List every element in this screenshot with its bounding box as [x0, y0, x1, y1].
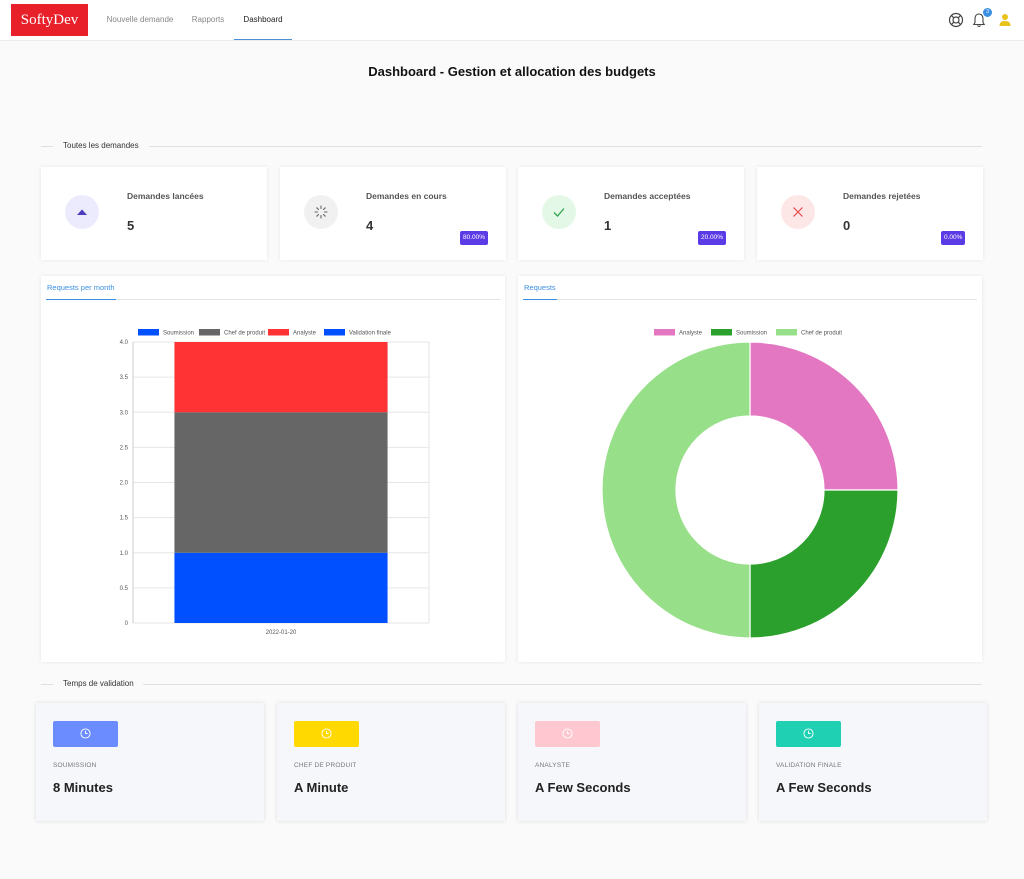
legend-swatch — [324, 329, 345, 336]
stat-icon-bg — [542, 195, 576, 229]
stat-card-rejected: Demandes rejetées 0 0.00% — [757, 167, 983, 260]
legend-swatch — [199, 329, 220, 336]
divider — [149, 146, 982, 147]
y-tick-label: 3.5 — [120, 375, 129, 381]
logo[interactable]: SoftyDev — [11, 4, 88, 36]
time-card-soumission: SOUMISSION 8 Minutes — [36, 703, 264, 821]
check-icon — [553, 208, 565, 217]
divider — [143, 684, 982, 685]
time-value: 8 Minutes — [53, 780, 113, 795]
legend-label: Analyste — [679, 331, 703, 337]
panel-tabbar: Requests — [523, 276, 977, 300]
panel-requests: Requests Analyste Soumission Chef de produ… — [518, 276, 982, 662]
legend-swatch — [654, 329, 675, 336]
legend-label: Chef de produit — [224, 331, 265, 337]
legend-label: Soumission — [736, 331, 767, 337]
stat-title: Demandes rejetées — [843, 191, 921, 201]
x-tick-label: 2022-01-20 — [266, 630, 297, 636]
section-label: Temps de validation — [63, 679, 134, 688]
y-tick-label: 2.0 — [120, 481, 129, 487]
stat-title: Demandes en cours — [366, 191, 447, 201]
tab-requests-per-month[interactable]: Requests per month — [46, 276, 116, 300]
legend-label: Soumission — [163, 331, 194, 337]
stat-value: 1 — [604, 218, 612, 233]
time-card-validation-finale: VALIDATION FINALE A Few Seconds — [759, 703, 987, 821]
time-icon-bg — [294, 721, 359, 747]
stat-title: Demandes acceptées — [604, 191, 691, 201]
stat-value: 0 — [843, 218, 851, 233]
time-label: VALIDATION FINALE — [776, 762, 842, 769]
donut-slice[interactable] — [601, 341, 751, 639]
user-icon[interactable] — [997, 12, 1013, 28]
stat-card-accepted: Demandes acceptées 1 20.00% — [518, 167, 744, 260]
tab-requests[interactable]: Requests — [523, 276, 557, 300]
legend-label: Analyste — [293, 331, 317, 337]
legend-label: Validation finale — [349, 331, 392, 337]
nav-link-rapports[interactable]: Rapports — [191, 15, 225, 24]
stat-badge: 20.00% — [698, 231, 727, 245]
bar-segment[interactable] — [174, 342, 388, 413]
y-tick-label: 1.0 — [120, 551, 129, 557]
triangle-up-icon — [77, 209, 87, 215]
clock-icon — [803, 728, 814, 739]
stat-icon-bg — [781, 195, 815, 229]
time-icon-bg — [53, 721, 118, 747]
time-label: ANALYSTE — [535, 762, 571, 769]
y-tick-label: 1.5 — [120, 516, 129, 522]
y-tick-label: 2.5 — [120, 445, 129, 451]
legend-label: Chef de produit — [801, 331, 842, 337]
stat-card-launched: Demandes lancées 5 — [41, 167, 267, 260]
bell-icon[interactable] — [971, 12, 987, 28]
panel-requests-per-month: Requests per month Soumission Chef de pro… — [41, 276, 505, 662]
stat-value: 5 — [127, 218, 135, 233]
donut-slice[interactable] — [749, 489, 899, 639]
nav-link-dashboard[interactable]: Dashboard — [234, 0, 292, 40]
donut-slice[interactable] — [749, 341, 899, 491]
stat-icon-bg — [304, 195, 338, 229]
time-value: A Few Seconds — [535, 780, 631, 795]
navbar: SoftyDev Nouvelle demande Rapports Dashb… — [0, 0, 1024, 41]
time-value: A Few Seconds — [776, 780, 872, 795]
divider — [41, 684, 53, 685]
stat-value: 4 — [366, 218, 374, 233]
y-tick-label: 0 — [125, 621, 129, 627]
clock-icon — [321, 728, 332, 739]
stat-badge: 0.00% — [941, 231, 966, 245]
section-header-validation: Temps de validation — [41, 678, 982, 690]
notification-badge: 3 — [983, 8, 992, 17]
legend-swatch — [776, 329, 797, 336]
stat-card-in-progress: Demandes en cours 4 80.00% — [280, 167, 506, 260]
time-label: CHEF DE PRODUIT — [294, 762, 357, 769]
time-card-chef-de-produit: CHEF DE PRODUIT A Minute — [277, 703, 505, 821]
lifebuoy-icon[interactable] — [948, 12, 964, 28]
legend-swatch — [268, 329, 289, 336]
page-title: Dashboard - Gestion et allocation des bu… — [368, 64, 656, 79]
y-tick-label: 0.5 — [120, 586, 129, 592]
section-header-requests: Toutes les demandes — [41, 140, 982, 152]
nav-link-nouvelle-demande[interactable]: Nouvelle demande — [106, 15, 174, 24]
section-label: Toutes les demandes — [63, 141, 139, 150]
stat-icon-bg — [65, 195, 99, 229]
panel-tabbar: Requests per month — [46, 276, 500, 300]
time-icon-bg — [776, 721, 841, 747]
clock-icon — [80, 728, 91, 739]
stat-badge: 80.00% — [460, 231, 489, 245]
y-tick-label: 4.0 — [120, 340, 129, 346]
clock-icon — [562, 728, 573, 739]
time-label: SOUMISSION — [53, 762, 97, 769]
bar-segment[interactable] — [174, 552, 388, 623]
time-icon-bg — [535, 721, 600, 747]
time-card-analyste: ANALYSTE A Few Seconds — [518, 703, 746, 821]
divider — [41, 146, 53, 147]
time-value: A Minute — [294, 780, 349, 795]
stat-title: Demandes lancées — [127, 191, 204, 201]
legend-swatch — [711, 329, 732, 336]
donut-chart: Analyste Soumission Chef de produit — [601, 329, 899, 639]
bar-segment[interactable] — [174, 412, 388, 553]
y-tick-label: 3.0 — [120, 410, 129, 416]
close-icon — [793, 207, 803, 217]
bar-chart: Soumission Chef de produit Analyste Validat… — [120, 329, 430, 636]
legend-swatch — [138, 329, 159, 336]
spinner-icon — [314, 205, 328, 219]
